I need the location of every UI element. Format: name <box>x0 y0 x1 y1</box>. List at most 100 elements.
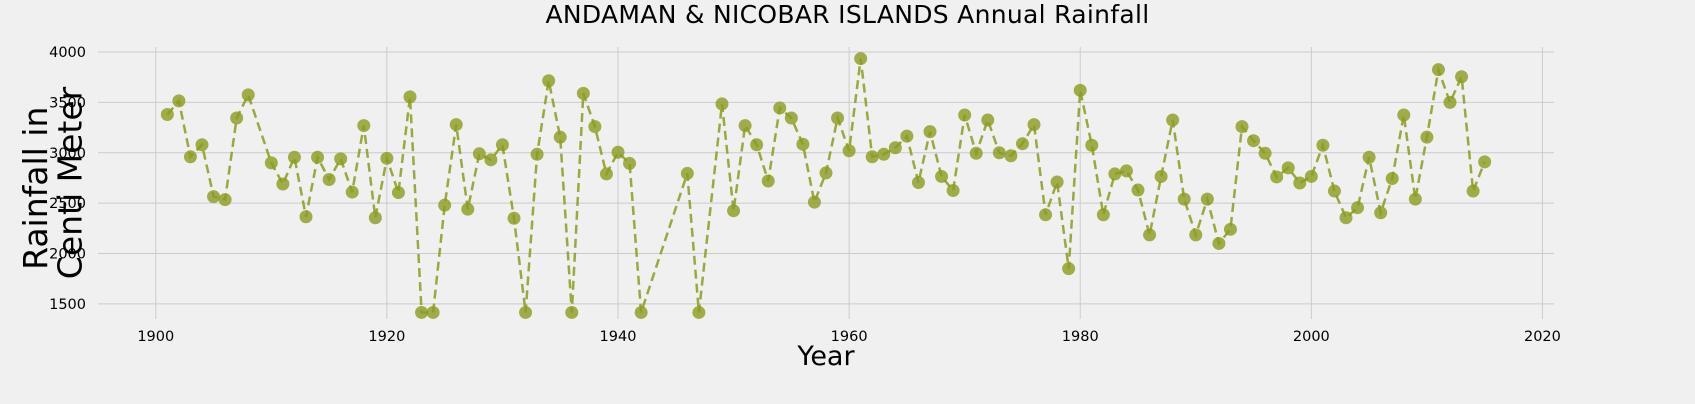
data-point-marker <box>877 147 891 161</box>
data-point-marker <box>807 195 821 209</box>
series-line <box>166 58 1486 314</box>
data-point-marker <box>1062 262 1076 276</box>
y-tick-label: 2500 <box>49 196 86 212</box>
data-point-marker <box>1223 222 1237 236</box>
data-point-marker <box>761 174 775 188</box>
data-point-marker <box>1004 149 1018 163</box>
y-tick-label: 3500 <box>49 95 86 111</box>
data-point-marker <box>1108 167 1122 181</box>
data-point-marker <box>1327 184 1341 198</box>
data-point-marker <box>1478 155 1492 169</box>
data-point-marker <box>819 166 833 180</box>
data-point-marker <box>1397 108 1411 122</box>
data-point-marker <box>946 184 960 198</box>
data-point-marker <box>981 113 995 127</box>
data-point-marker <box>160 107 174 121</box>
data-point-marker <box>773 101 787 115</box>
data-point-marker <box>345 185 359 199</box>
data-point-marker <box>426 305 440 319</box>
data-point-marker <box>183 150 197 164</box>
chart-title: ANDAMAN & NICOBAR ISLANDS Annual Rainfal… <box>545 0 1150 29</box>
x-tick-label: 1980 <box>1062 329 1099 345</box>
data-point-marker <box>992 146 1006 160</box>
data-point-marker <box>391 186 405 200</box>
data-point-marker <box>299 210 313 224</box>
y-tick-label: 1500 <box>49 297 86 313</box>
data-point-marker <box>1015 137 1029 151</box>
data-point-marker <box>634 305 648 319</box>
data-point-marker <box>311 150 325 164</box>
data-point-marker <box>1212 236 1226 250</box>
data-point-marker <box>472 147 486 161</box>
data-point-marker <box>1408 192 1422 206</box>
data-point-marker <box>519 305 533 319</box>
data-point-marker <box>461 202 475 216</box>
data-point-marker <box>218 193 232 207</box>
data-point-marker <box>1281 161 1295 175</box>
data-point-marker <box>1189 228 1203 242</box>
series-markers <box>160 52 1492 319</box>
data-point-marker <box>911 175 925 189</box>
data-point-marker <box>1316 138 1330 152</box>
data-point-marker <box>334 152 348 166</box>
data-point-marker <box>357 119 371 133</box>
grid-lines <box>98 47 1554 319</box>
data-point-marker <box>1374 206 1388 220</box>
data-point-marker <box>322 172 336 186</box>
data-point-marker <box>484 153 498 167</box>
data-point-marker <box>207 190 221 204</box>
data-point-marker <box>403 90 417 104</box>
data-point-marker <box>1039 208 1053 222</box>
data-point-marker <box>1050 175 1064 189</box>
data-point-marker <box>715 97 729 111</box>
data-point-marker <box>380 151 394 165</box>
data-point-marker <box>1096 208 1110 222</box>
data-point-marker <box>576 86 590 100</box>
data-point-marker <box>1258 146 1272 160</box>
data-point-marker <box>449 118 463 132</box>
data-point-marker <box>530 147 544 161</box>
data-point-marker <box>1351 201 1365 215</box>
data-point-marker <box>923 125 937 139</box>
x-tick-label: 1900 <box>137 329 174 345</box>
data-point-marker <box>264 156 278 170</box>
data-point-marker <box>1443 95 1457 109</box>
data-point-marker <box>1085 138 1099 152</box>
y-tick-labels: 1500 2000 2500 3000 3500 4000 <box>49 45 86 313</box>
data-point-marker <box>1431 63 1445 77</box>
x-tick-label: 1920 <box>368 329 405 345</box>
data-point-marker <box>831 111 845 125</box>
data-point-marker <box>854 52 868 66</box>
data-point-marker <box>900 129 914 143</box>
data-point-marker <box>1200 192 1214 206</box>
data-point-marker <box>368 211 382 225</box>
data-point-marker <box>588 120 602 134</box>
data-point-marker <box>935 169 949 183</box>
data-point-marker <box>611 145 625 159</box>
data-point-marker <box>1466 184 1480 198</box>
data-point-marker <box>888 141 902 155</box>
data-point-marker <box>553 130 567 144</box>
data-point-marker <box>1455 70 1469 84</box>
x-tick-label: 1940 <box>600 329 637 345</box>
data-point-marker <box>1339 211 1353 225</box>
x-axis-label: Year <box>796 341 855 372</box>
data-point-marker <box>241 88 255 102</box>
data-point-marker <box>1027 118 1041 132</box>
y-tick-label: 2000 <box>49 247 86 263</box>
y-tick-label: 3000 <box>49 146 86 162</box>
data-point-marker <box>1270 170 1284 184</box>
data-point-marker <box>565 305 579 319</box>
data-point-marker <box>1166 113 1180 127</box>
data-point-marker <box>495 138 509 152</box>
data-point-marker <box>1420 130 1434 144</box>
data-point-marker <box>230 111 244 125</box>
data-point-marker <box>1362 150 1376 164</box>
data-point-marker <box>1073 83 1087 97</box>
data-point-marker <box>680 166 694 180</box>
data-point-marker <box>1119 164 1133 178</box>
data-point-marker <box>542 74 556 88</box>
data-point-marker <box>1385 171 1399 185</box>
data-point-marker <box>1131 183 1145 197</box>
data-point-marker <box>750 138 764 152</box>
